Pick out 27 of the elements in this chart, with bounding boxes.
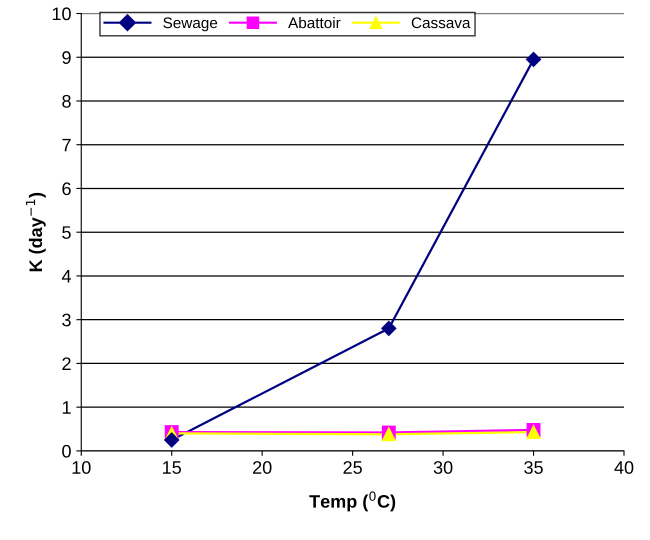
y-tick-label: 5	[62, 226, 71, 239]
y-tick-label: 7	[62, 138, 71, 152]
x-tick-label: 15	[163, 461, 181, 474]
y-tick-label: 9	[62, 51, 71, 64]
y-tick-label: 6	[62, 182, 71, 196]
x-axis-title: Temp ($^{0}$C)	[309, 491, 396, 512]
y-tick-label: 1	[62, 401, 71, 414]
legend-label: Cassava	[412, 17, 470, 28]
y-tick-label: 4	[62, 270, 71, 282]
point	[526, 52, 542, 67]
point	[164, 432, 180, 448]
point	[526, 425, 540, 440]
y-tick-label: 3	[62, 314, 71, 326]
y-tick-label: 10	[52, 7, 71, 20]
y-tick-label: 2	[62, 357, 71, 370]
x-tick-label: 25	[343, 461, 362, 474]
legend-label: Abattoir	[288, 16, 340, 28]
y-tick-label: 0	[62, 444, 71, 458]
legend-label: Sewage	[163, 17, 218, 32]
x-tick-label: 10	[72, 461, 91, 474]
x-tick-label: 30	[434, 461, 452, 474]
x-tick-label: 35	[524, 461, 543, 474]
y-tick-label: 8	[62, 94, 71, 108]
y-axis-title: K (day$^{−1}$)	[26, 192, 46, 272]
point	[381, 320, 396, 336]
x-tick-label: 20	[253, 461, 272, 474]
x-tick-label: 40	[614, 461, 634, 474]
